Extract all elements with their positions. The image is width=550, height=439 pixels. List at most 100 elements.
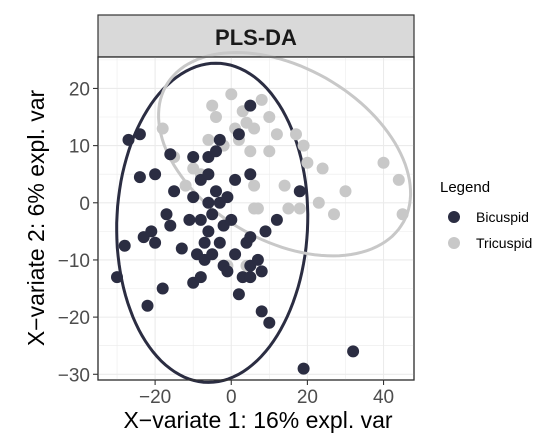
point-bicuspid	[206, 248, 219, 261]
point-bicuspid	[187, 151, 200, 163]
x-tick-label: 40	[373, 387, 394, 408]
y-tick-label: −20	[58, 308, 90, 329]
point-bicuspid	[183, 213, 196, 226]
legend: Legend Bicuspid Tricuspid	[440, 179, 532, 251]
point-bicuspid	[259, 225, 272, 238]
point-bicuspid	[198, 236, 211, 249]
confidence-ellipses	[115, 50, 413, 384]
point-bicuspid	[255, 305, 268, 318]
legend-label-tricuspid: Tricuspid	[476, 235, 532, 251]
point-tricuspid	[328, 208, 340, 221]
point-bicuspid	[149, 236, 162, 249]
point-tricuspid	[377, 156, 390, 169]
point-bicuspid	[255, 265, 268, 278]
point-bicuspid	[225, 213, 238, 226]
x-axis-ticks: −20 0 20 40	[139, 380, 394, 408]
point-bicuspid	[210, 145, 222, 158]
point-tricuspid	[270, 128, 283, 141]
plot-panel	[97, 56, 415, 381]
x-tick-label: −20	[139, 387, 171, 408]
point-bicuspid	[156, 282, 169, 295]
point-bicuspid	[202, 168, 215, 181]
point-bicuspid	[263, 316, 276, 329]
point-bicuspid	[194, 213, 207, 226]
legend-key-tricuspid	[448, 237, 460, 249]
x-tick-label: 0	[226, 387, 237, 408]
y-axis-title: X−variate 2: 6% expl. var	[23, 89, 49, 346]
y-tick-label: −10	[58, 251, 90, 272]
point-bicuspid	[141, 299, 154, 312]
point-tricuspid	[339, 185, 352, 198]
point-bicuspid	[160, 208, 173, 221]
legend-key-bicuspid	[448, 211, 460, 223]
point-tricuspid	[210, 111, 222, 123]
point-bicuspid	[232, 288, 245, 301]
point-bicuspid	[270, 213, 283, 226]
point-tricuspid	[297, 139, 310, 152]
point-tricuspid	[263, 145, 276, 158]
point-bicuspid	[133, 171, 146, 184]
point-bicuspid	[118, 239, 131, 252]
point-bicuspid	[244, 271, 257, 284]
point-bicuspid	[149, 168, 162, 181]
point-tricuspid	[316, 162, 329, 175]
point-tricuspid	[206, 99, 219, 112]
point-tricuspid	[263, 111, 276, 123]
point-bicuspid	[293, 185, 306, 198]
y-axis-ticks: −30 −20 −10 0 10 20	[58, 79, 98, 386]
y-tick-label: 10	[69, 137, 90, 158]
point-tricuspid	[396, 208, 409, 221]
ellipse-bicuspid	[115, 61, 310, 384]
chart-title: PLS-DA	[215, 25, 297, 50]
point-bicuspid	[229, 248, 242, 261]
point-bicuspid	[229, 173, 242, 186]
point-bicuspid	[221, 265, 234, 278]
point-bicuspid	[133, 128, 146, 141]
y-tick-label: 20	[69, 79, 90, 100]
point-bicuspid	[202, 225, 215, 238]
point-tricuspid	[202, 133, 215, 146]
point-bicuspid	[164, 219, 177, 232]
point-tricuspid	[248, 122, 261, 135]
point-bicuspid	[221, 191, 234, 204]
point-bicuspid	[244, 99, 257, 112]
point-bicuspid	[145, 225, 158, 238]
point-tricuspid	[282, 202, 295, 215]
point-tricuspid	[278, 179, 291, 192]
point-bicuspid	[168, 185, 181, 198]
point-bicuspid	[232, 128, 245, 141]
point-tricuspid	[255, 93, 268, 106]
point-tricuspid	[290, 128, 302, 141]
legend-title: Legend	[440, 179, 490, 196]
point-bicuspid	[210, 185, 222, 198]
point-bicuspid	[175, 242, 188, 255]
point-bicuspid	[347, 345, 360, 358]
point-tricuspid	[248, 179, 261, 192]
point-tricuspid	[225, 88, 238, 101]
point-bicuspid	[297, 362, 310, 375]
point-bicuspid	[111, 271, 123, 284]
point-tricuspid	[312, 196, 325, 209]
point-bicuspid	[202, 196, 215, 209]
x-axis-title: X−variate 1: 16% expl. var	[123, 407, 392, 433]
point-tricuspid	[244, 145, 257, 158]
point-bicuspid	[206, 208, 219, 221]
point-tricuspid	[293, 202, 306, 215]
point-tricuspid	[248, 202, 261, 215]
ellipse-tricuspid	[157, 50, 413, 258]
point-bicuspid	[244, 231, 257, 244]
strip-header	[97, 14, 415, 58]
legend-label-bicuspid: Bicuspid	[476, 209, 529, 225]
point-bicuspid	[187, 191, 200, 204]
point-bicuspid	[122, 133, 135, 146]
plot-panel-border	[97, 56, 415, 381]
y-tick-label: −30	[58, 365, 90, 386]
point-bicuspid	[194, 271, 207, 284]
point-bicuspid	[213, 133, 226, 146]
point-bicuspid	[164, 148, 177, 161]
y-tick-label: 0	[79, 194, 90, 215]
point-tricuspid	[301, 156, 314, 169]
point-tricuspid	[392, 173, 405, 186]
point-bicuspid	[244, 168, 257, 181]
